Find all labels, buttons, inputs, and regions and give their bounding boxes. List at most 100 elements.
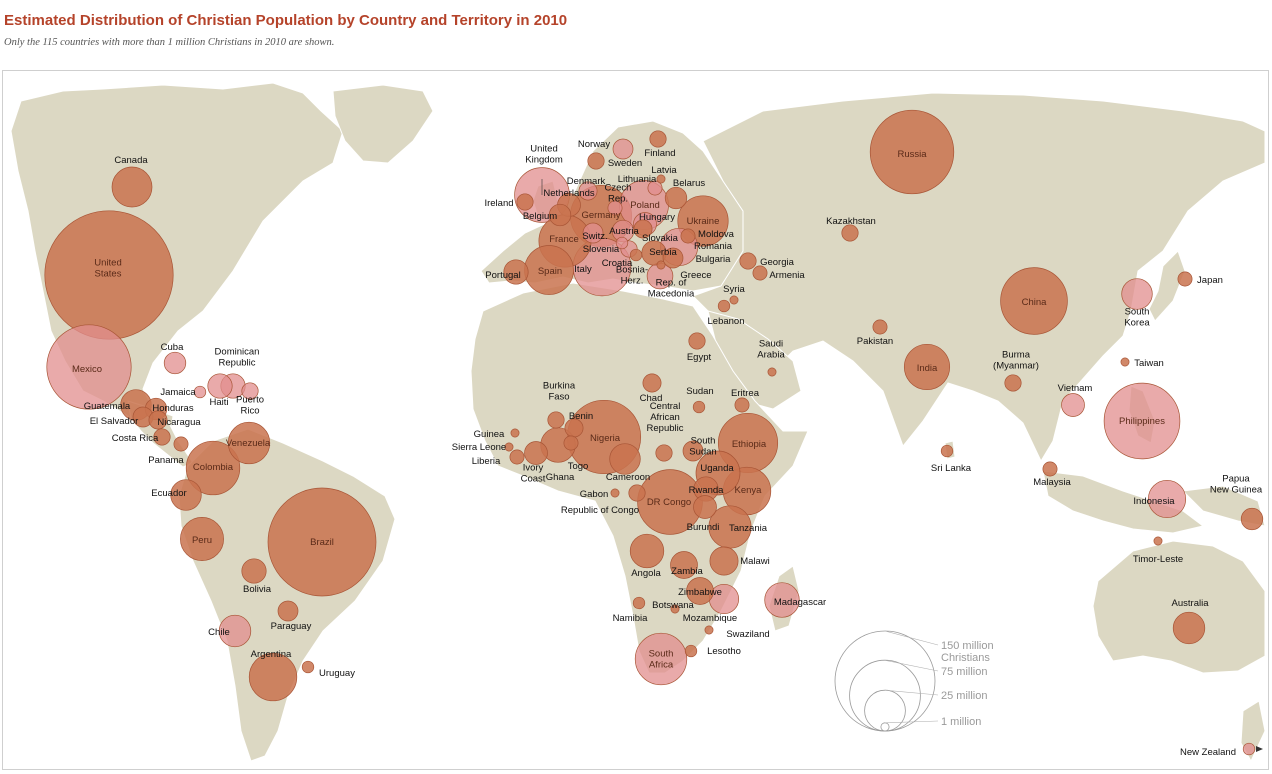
label-dr-congo: DR Congo: [647, 497, 691, 508]
label-papua-new-guinea: Papua New Guinea: [1210, 474, 1263, 496]
bubble-syria: [729, 295, 739, 305]
label-rep-of-macedonia: Rep. of Macedonia: [648, 278, 695, 300]
bubble-haiti: [207, 373, 233, 399]
bubble-south-africa: [634, 632, 688, 686]
label-denmark: Denmark: [567, 176, 606, 187]
label-bosnia-herz: Bosnia-Herz.: [616, 265, 648, 287]
legend-circle-25-million: [864, 689, 906, 732]
label-united-states: United States: [94, 258, 121, 280]
label-armenia: Armenia: [769, 270, 805, 281]
bubble-canada: [111, 166, 153, 208]
page-subtitle: Only the 115 countries with more than 1 …: [4, 37, 335, 48]
bubble-burkina-faso: [547, 411, 565, 429]
label-south-sudan: South Sudan: [689, 436, 716, 458]
label-jamaica: Jamaica: [160, 387, 196, 398]
label-ukraine: Ukraine: [687, 216, 720, 227]
legend-circle-150-million: [834, 630, 936, 732]
label-burma-myanmar: Burma (Myanmar): [993, 350, 1039, 372]
label-chad: Chad: [640, 393, 663, 404]
label-slovakia: Slovakia: [642, 233, 679, 244]
bubble-sri-lanka: [940, 444, 954, 458]
bubble-costa-rica: [153, 428, 171, 446]
label-bolivia: Bolivia: [243, 584, 272, 595]
bubble-finland: [649, 130, 667, 148]
bubble-colombia: [185, 440, 241, 496]
label-guatemala: Guatemala: [84, 401, 131, 412]
label-ireland: Ireland: [484, 198, 513, 209]
label-tanzania: Tanzania: [729, 523, 768, 534]
label-malaysia: Malaysia: [1033, 477, 1071, 488]
label-switz: Switz.: [582, 231, 607, 242]
bubble-sudan: [692, 400, 706, 414]
label-sierra-leone: Sierra Leone: [452, 442, 506, 453]
label-gabon: Gabon: [580, 489, 609, 500]
bubble-uruguay: [301, 660, 315, 674]
bubble-ecuador: [170, 479, 202, 511]
label-hungary: Hungary: [639, 212, 675, 223]
bubble-eritrea: [734, 397, 750, 413]
label-poland: Poland: [630, 200, 660, 211]
label-chile: Chile: [208, 627, 230, 638]
bubble-philippines: [1103, 382, 1181, 460]
bubble-portugal: [503, 259, 529, 285]
bubble-sweden: [612, 138, 634, 160]
label-el-salvador: El Salvador: [90, 416, 139, 427]
label-ghana: Ghana: [546, 472, 575, 483]
label-layer: Canada United States Mexico Cuba Dominican Rep…: [72, 139, 1263, 758]
label-serbia: Serbia: [649, 247, 677, 258]
label-lebanon: Lebanon: [708, 316, 745, 327]
bubble-gabon: [610, 488, 620, 498]
bubble-bolivia: [241, 558, 267, 584]
label-georgia: Georgia: [760, 257, 795, 268]
label-germany: Germany: [581, 210, 620, 221]
bubble-pakistan: [872, 319, 888, 335]
bubble-layer: [44, 109, 1264, 756]
legend-label-150-million: 150 million: [941, 640, 994, 652]
label-burkina-faso: Burkina Faso: [543, 381, 576, 403]
bubble-slovenia: [615, 236, 629, 250]
label-ivory-coast: Ivory Coast: [521, 463, 546, 485]
bubble-togo: [563, 435, 579, 451]
label-cameroon: Cameroon: [606, 472, 650, 483]
bubble-egypt: [688, 332, 706, 350]
label-peru: Peru: [192, 535, 212, 546]
bubble-slovakia: [633, 219, 653, 239]
bubble-belgium: [548, 203, 572, 227]
label-egypt: Egypt: [687, 352, 712, 363]
map-canvas: Canada United States Mexico Cuba Dominican Rep…: [10, 82, 1266, 763]
bubble-norway: [587, 152, 605, 170]
label-france: France: [549, 234, 579, 245]
label-indonesia: Indonesia: [1133, 496, 1175, 507]
label-portugal: Portugal: [485, 270, 520, 281]
label-pakistan: Pakistan: [857, 336, 893, 347]
bubble-bosnia-herz: [629, 248, 643, 262]
label-canada: Canada: [114, 155, 148, 166]
bubble-belarus: [664, 186, 688, 210]
bubble-papua-new-guinea: [1240, 507, 1264, 531]
label-namibia: Namibia: [613, 613, 649, 624]
label-eritrea: Eritrea: [731, 388, 760, 399]
bubble-madagascar: [764, 582, 800, 618]
label-slovenia: Slovenia: [583, 244, 620, 255]
bubble-central-african-republic: [655, 444, 673, 462]
label-republic-of-congo: Republic of Congo: [561, 505, 639, 516]
label-italy: Italy: [574, 264, 592, 275]
bubble-nicaragua: [148, 410, 168, 430]
label-madagascar: Madagascar: [774, 597, 826, 608]
bubble-japan: [1177, 271, 1193, 287]
bubble-lithuania: [647, 180, 663, 196]
bubble-moldova: [680, 228, 696, 244]
label-timor-leste: Timor-Leste: [1133, 554, 1183, 565]
bubble-kazakhstan: [841, 224, 859, 242]
label-uganda: Uganda: [700, 463, 734, 474]
bubble-chile: [218, 614, 252, 648]
label-uruguay: Uruguay: [319, 668, 355, 679]
label-mexico: Mexico: [72, 364, 102, 375]
bubble-brazil: [267, 487, 377, 597]
landmass-australia: [1092, 540, 1266, 674]
bubble-czech-rep: [607, 200, 623, 216]
label-lesotho: Lesotho: [707, 646, 741, 657]
bubble-lebanon: [717, 299, 731, 313]
landmass-japan: [1148, 250, 1186, 322]
label-latvia: Latvia: [651, 165, 677, 176]
